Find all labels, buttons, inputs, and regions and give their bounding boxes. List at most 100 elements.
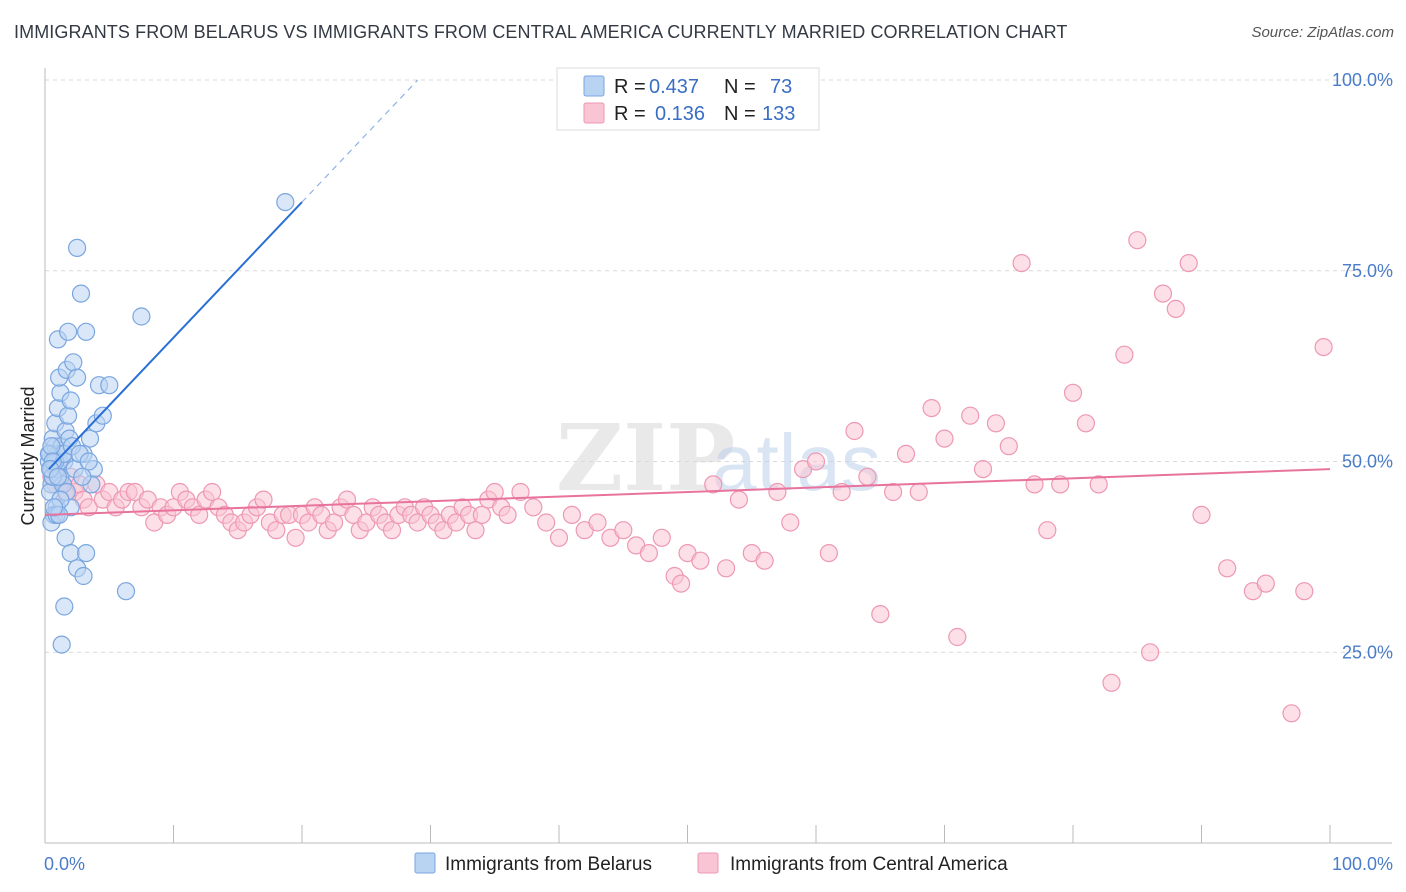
- trend-line-belarus: [48, 201, 303, 470]
- stats-legend: R = 0.437 N = 73 R = 0.136 N = 133: [556, 67, 820, 131]
- central-america-point-103: [858, 467, 877, 486]
- central-america-point-105: [883, 482, 903, 502]
- central-america-point-77: [537, 513, 556, 532]
- belarus-point-21: [58, 406, 78, 425]
- central-america-point-135: [1314, 338, 1333, 357]
- belarus-point-69: [42, 437, 61, 456]
- belarus-point-67: [44, 498, 64, 517]
- central-america-point-74: [498, 505, 517, 525]
- belarus-point-32: [67, 238, 87, 257]
- chart-source: Source: ZipAtlas.com: [1251, 24, 1394, 41]
- y-tick-label-0: 25.0%: [1342, 642, 1393, 662]
- x-tick-label-1: 100.0%: [1332, 854, 1393, 874]
- central-america-point-122: [1102, 673, 1121, 692]
- central-america-point-86: [652, 528, 671, 547]
- central-america-point-56: [382, 521, 402, 540]
- central-america-point-78: [549, 528, 569, 547]
- belarus-point-36: [93, 406, 112, 425]
- gridlines: [45, 79, 1392, 653]
- x-tick-label-0: 0.0%: [44, 854, 85, 874]
- belarus-point-31: [71, 284, 91, 303]
- y-tick-label-1: 50.0%: [1342, 452, 1393, 472]
- central-america-point-117: [1038, 521, 1057, 540]
- belarus-point-49: [132, 307, 151, 326]
- legend-n-label-central-america: N =: [724, 103, 756, 125]
- central-america-point-76: [524, 498, 543, 517]
- belarus-point-44: [74, 566, 93, 586]
- belarus-point-26: [64, 353, 83, 372]
- central-america-point-81: [588, 513, 607, 532]
- chart-title: IMMIGRANTS FROM BELARUS VS IMMIGRANTS FR…: [14, 22, 1068, 42]
- belarus-point-46: [55, 597, 74, 616]
- belarus-point-41: [56, 528, 75, 547]
- central-america-point-83: [614, 521, 633, 540]
- central-america-point-9: [79, 498, 98, 517]
- belarus-point-27: [67, 368, 87, 387]
- central-america-point-118: [1051, 475, 1070, 494]
- central-america-point-92: [716, 559, 736, 578]
- belarus-point-34: [80, 429, 100, 448]
- legend-n-value-central-america: 133: [762, 103, 795, 125]
- central-america-point-125: [1140, 643, 1160, 662]
- central-america-point-109: [935, 429, 954, 448]
- y-tick-label-2: 75.0%: [1342, 261, 1393, 281]
- belarus-point-48: [116, 582, 136, 601]
- central-america-point-128: [1179, 254, 1198, 273]
- series-legend-swatch-central-america: [697, 852, 719, 874]
- central-america-point-102: [845, 421, 864, 441]
- trend-line-central-america: [44, 468, 1331, 516]
- y-axis-label: Currently Married: [18, 386, 38, 525]
- central-america-point-75: [511, 482, 530, 502]
- central-america-point-108: [922, 399, 941, 418]
- series-legend-label-central-america: Immigrants from Central America: [730, 854, 1008, 875]
- central-america-point-112: [973, 460, 993, 479]
- belarus-point-30: [76, 322, 96, 341]
- central-america-point-106: [896, 444, 916, 463]
- series-legend: Immigrants from Belarus Immigrants from …: [414, 852, 1008, 875]
- legend-r-label-central-america: R =: [614, 103, 646, 125]
- central-america-point-130: [1218, 559, 1237, 578]
- central-america-point-49: [337, 490, 357, 509]
- legend-r-value-central-america: 0.136: [655, 103, 705, 125]
- central-america-point-26: [190, 505, 209, 525]
- belarus-point-38: [100, 376, 119, 395]
- belarus-point-50: [276, 193, 295, 212]
- central-america-point-101: [832, 482, 851, 502]
- central-america-point-93: [729, 490, 749, 509]
- belarus-point-29: [58, 322, 78, 341]
- central-america-point-124: [1128, 231, 1147, 250]
- belarus-point-22: [61, 391, 80, 410]
- central-america-point-70: [472, 505, 491, 525]
- central-america-point-95: [755, 551, 774, 570]
- central-america-point-38: [267, 521, 286, 540]
- legend-r-value-belarus: 0.437: [649, 76, 699, 98]
- legend-n-value-belarus: 73: [770, 76, 792, 98]
- central-america-point-120: [1076, 414, 1096, 433]
- legend-swatch-belarus: [583, 75, 605, 97]
- y-tick-labels: 25.0% 50.0% 75.0% 100.0%: [1332, 70, 1393, 662]
- central-america-point-97: [781, 513, 800, 532]
- central-america-point-79: [562, 505, 582, 525]
- central-america-point-104: [871, 604, 890, 624]
- central-america-point-96: [768, 482, 787, 502]
- central-america-point-28: [203, 482, 222, 502]
- central-america-point-91: [704, 475, 723, 494]
- central-america-point-85: [639, 543, 659, 563]
- y-tick-label-3: 100.0%: [1332, 70, 1393, 90]
- central-america-point-126: [1153, 284, 1173, 303]
- central-america-point-133: [1282, 704, 1301, 723]
- central-america-point-114: [999, 437, 1018, 456]
- series-legend-label-belarus: Immigrants from Belarus: [445, 854, 652, 875]
- central-america-point-132: [1256, 574, 1275, 593]
- central-america-point-110: [948, 627, 967, 647]
- belarus-point-45: [76, 543, 96, 563]
- central-america-point-121: [1089, 475, 1108, 494]
- x-tick-labels: 0.0% 100.0%: [44, 854, 1393, 874]
- legend-swatch-central-america: [583, 102, 605, 124]
- central-america-point-88: [671, 574, 691, 593]
- belarus-point-72: [48, 467, 68, 486]
- series-legend-swatch-belarus: [414, 852, 436, 874]
- belarus-point-42: [61, 543, 80, 563]
- central-america-point-127: [1166, 299, 1185, 318]
- central-america-point-129: [1192, 505, 1211, 525]
